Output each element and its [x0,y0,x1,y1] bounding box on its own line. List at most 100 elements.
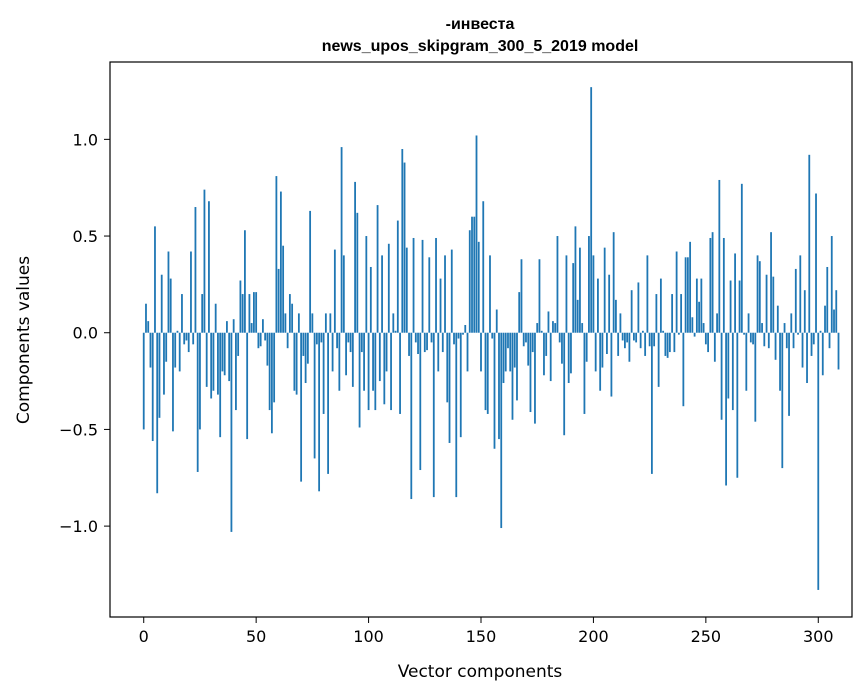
y-axis-ticks: −1.0 −0.5 0.0 0.5 1.0 [59,130,110,536]
bar-228 [655,294,658,333]
bar-172 [529,332,532,413]
bar-67 [293,332,296,391]
x-tick-label-5: 250 [691,627,722,646]
bar-52 [259,332,262,347]
bar-188 [565,255,568,333]
bar-173 [531,332,534,353]
bar-18 [183,332,186,345]
y-tick-label-3: 0.5 [73,227,98,246]
bar-149 [477,241,480,333]
bar-20 [187,332,190,353]
bar-178 [543,332,545,376]
bar-295 [806,332,808,384]
x-tick-label-1: 50 [246,627,266,646]
bar-60 [277,268,280,333]
bar-16 [178,332,181,372]
bar-251 [707,332,709,353]
bar-288 [790,313,793,333]
bar-49 [253,292,255,333]
bar-190 [570,332,572,374]
bar-135 [446,332,449,403]
bar-233 [666,332,669,358]
bar-211 [617,332,620,356]
x-tick-label-0: 0 [139,627,149,646]
bar-246 [695,278,698,333]
bar-27 [203,189,206,333]
bar-267 [743,332,745,335]
bar-206 [606,332,608,354]
bar-69 [297,313,300,333]
bars-group [142,87,840,590]
bar-1 [145,303,147,333]
bar-266 [740,183,743,333]
bar-276 [763,332,766,347]
bar-43 [239,280,242,333]
bar-102 [372,332,374,391]
bar-220 [637,282,640,333]
bar-80 [322,332,325,414]
bar-253 [711,232,714,333]
bar-30 [210,332,213,399]
bar-0 [142,332,145,430]
bar-223 [644,332,647,356]
bar-286 [785,332,788,349]
bar-187 [563,332,566,436]
bar-45 [244,230,246,333]
bar-111 [392,313,395,333]
bar-282 [776,305,779,333]
bar-22 [192,332,195,345]
bar-78 [318,332,321,492]
bar-300 [817,332,820,590]
bar-156 [493,332,496,449]
bar-114 [399,332,401,414]
bar-293 [801,332,804,368]
bar-12 [169,278,172,333]
chart-subtitle: news_upos_skipgram_300_5_2019 model [322,38,639,55]
bar-269 [747,313,750,333]
bar-275 [761,323,763,333]
bar-303 [824,305,826,333]
bar-91 [347,332,350,343]
bar-304 [826,266,829,333]
bar-151 [482,201,485,333]
bar-100 [367,332,370,411]
bar-222 [641,330,644,333]
bar-146 [471,216,473,333]
bar-241 [684,257,687,333]
bar-200 [592,255,595,333]
bar-74 [309,210,312,333]
bar-108 [385,332,388,372]
bar-244 [691,317,694,333]
bar-35 [221,332,224,372]
bar-231 [662,330,665,333]
bar-85 [333,249,336,333]
bar-204 [601,332,604,368]
bar-154 [489,255,491,333]
bar-46 [246,332,249,440]
bar-169 [522,332,525,347]
bar-73 [306,332,309,364]
bar-299 [815,193,817,333]
bar-138 [453,332,455,345]
bar-95 [356,212,359,333]
bar-281 [774,332,777,360]
bar-235 [671,294,674,333]
bar-136 [448,332,451,443]
chart-title: -инвеста [446,16,515,33]
bar-72 [304,332,307,384]
bar-247 [698,301,700,333]
bar-112 [394,330,397,333]
bar-238 [677,332,680,335]
bar-264 [736,332,739,478]
bar-224 [646,255,649,333]
bar-19 [185,332,188,341]
bar-168 [520,259,523,333]
bar-197 [585,332,588,362]
bar-128 [430,332,433,343]
bar-165 [513,332,516,368]
bar-181 [549,332,552,382]
bar-53 [262,319,264,333]
bar-9 [163,332,165,395]
bar-148 [475,135,478,333]
